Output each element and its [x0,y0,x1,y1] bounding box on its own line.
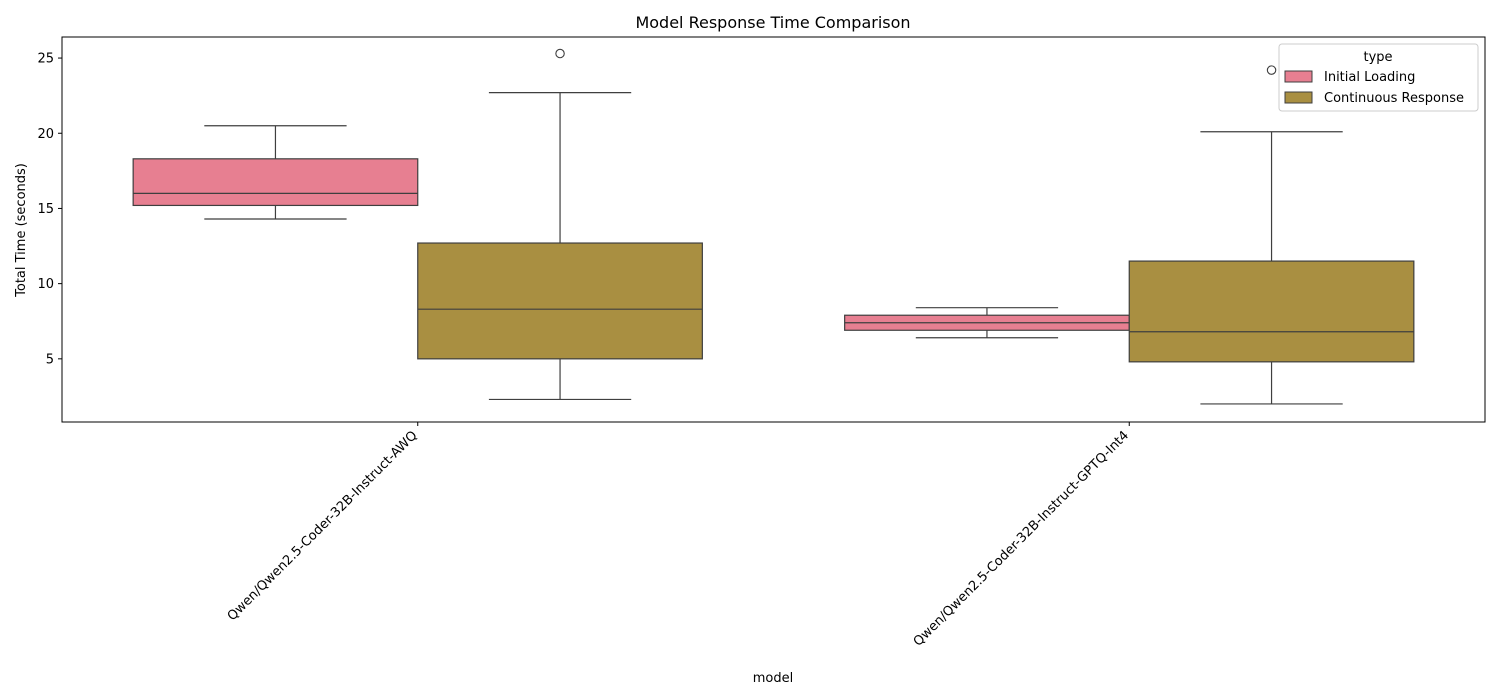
outlier-point [555,48,565,59]
axes-frame [61,36,1486,423]
box-iqr [1128,260,1415,363]
outlier-point [1266,65,1277,75]
box-0-0 [132,125,419,220]
box-iqr [417,242,703,360]
legend-items: Initial Loading Continuous Response [1284,70,1464,106]
y-axis-label: Total Time (seconds) [14,163,29,298]
x-axis-label: model [753,671,793,686]
y-tick-label: 10 [37,277,54,292]
box-1-1 [1128,65,1415,405]
y-tick-label: 5 [46,352,54,367]
legend-label: Initial Loading [1324,70,1415,85]
legend-title: type [1363,50,1392,65]
legend: type Initial Loading Continuous Response [1278,43,1479,112]
plot-area: 5 10 15 20 25 Qwen/Qwen2.5-Coder-32B-Instruct… [37,36,1486,650]
y-tick-label: 20 [37,127,54,142]
box-0-1 [844,307,1130,339]
x-tick-label: Qwen/Qwen2.5-Coder-32B-Instruct-AWQ [225,428,421,624]
box-iqr [132,158,419,207]
y-tick-label: 15 [37,202,54,217]
legend-swatch [1284,91,1313,104]
x-tick-label: Qwen/Qwen2.5-Coder-32B-Instruct-GPTQ-Int… [911,428,1132,649]
chart-title: Model Response Time Comparison [635,13,910,32]
legend-swatch [1284,70,1313,83]
box-1-0 [417,48,703,401]
legend-label: Continuous Response [1324,91,1464,106]
legend-frame [1278,43,1479,112]
y-tick-label: 25 [37,52,54,67]
